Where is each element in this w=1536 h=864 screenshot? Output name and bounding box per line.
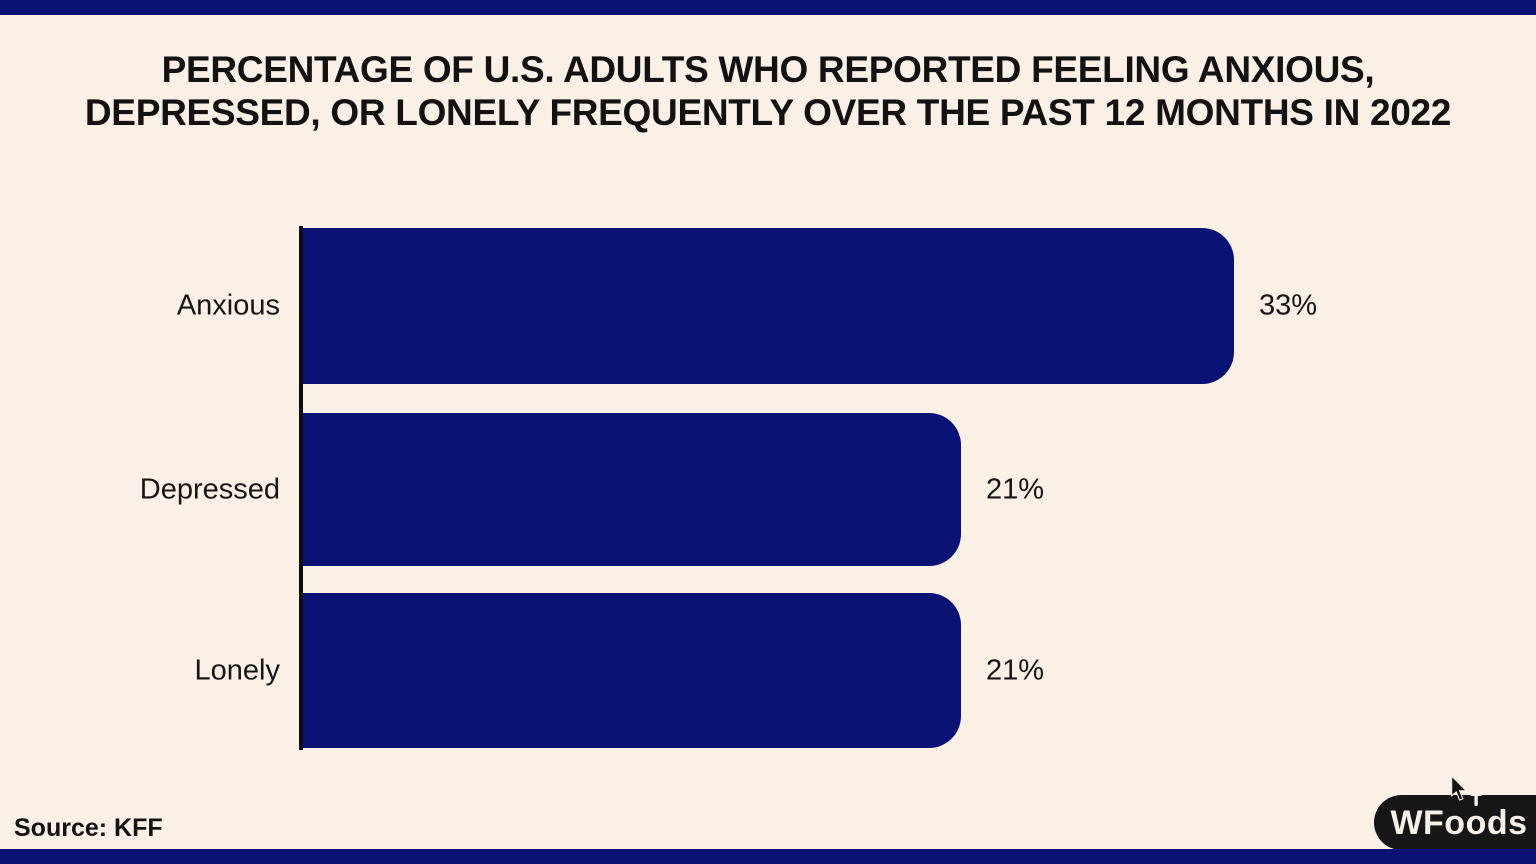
category-label-lonely: Lonely xyxy=(194,654,280,686)
source-attribution: Source: KFF xyxy=(14,814,163,842)
chart-title: PERCENTAGE OF U.S. ADULTS WHO REPORTED F… xyxy=(0,48,1536,134)
chart-row-depressed: Depressed 21% xyxy=(0,413,1536,566)
top-border-strip xyxy=(0,0,1536,15)
bar-depressed xyxy=(303,413,961,566)
category-label-depressed: Depressed xyxy=(139,473,280,505)
value-label-anxious: 33% xyxy=(1259,289,1318,322)
y-axis-line xyxy=(299,226,303,750)
logo-badge: WFo ods xyxy=(1374,786,1536,850)
bar-anxious xyxy=(303,228,1234,384)
value-label-depressed: 21% xyxy=(986,473,1045,505)
fork-icon xyxy=(1470,786,1483,806)
category-label-anxious: Anxious xyxy=(176,289,280,322)
value-label-lonely: 21% xyxy=(986,654,1045,686)
chart-row-anxious: Anxious 33% xyxy=(0,228,1536,384)
bar-chart: Anxious 33% Depressed 21% Lonely 21% xyxy=(0,226,1536,752)
logo-text-part2: o xyxy=(1466,786,1487,840)
logo-text: WFo ods xyxy=(1390,786,1528,842)
chart-row-lonely: Lonely 21% xyxy=(0,593,1536,748)
logo-text-part3: ds xyxy=(1486,803,1528,842)
chart-title-line2: DEPRESSED, OR LONELY FREQUENTLY OVER THE… xyxy=(84,92,1452,133)
chart-title-line1: PERCENTAGE OF U.S. ADULTS WHO REPORTED F… xyxy=(161,49,1375,90)
logo-text-part1: WFo xyxy=(1390,803,1466,842)
bottom-border-strip xyxy=(0,849,1536,864)
mouse-cursor-icon xyxy=(1451,776,1468,801)
bar-lonely xyxy=(303,593,961,748)
